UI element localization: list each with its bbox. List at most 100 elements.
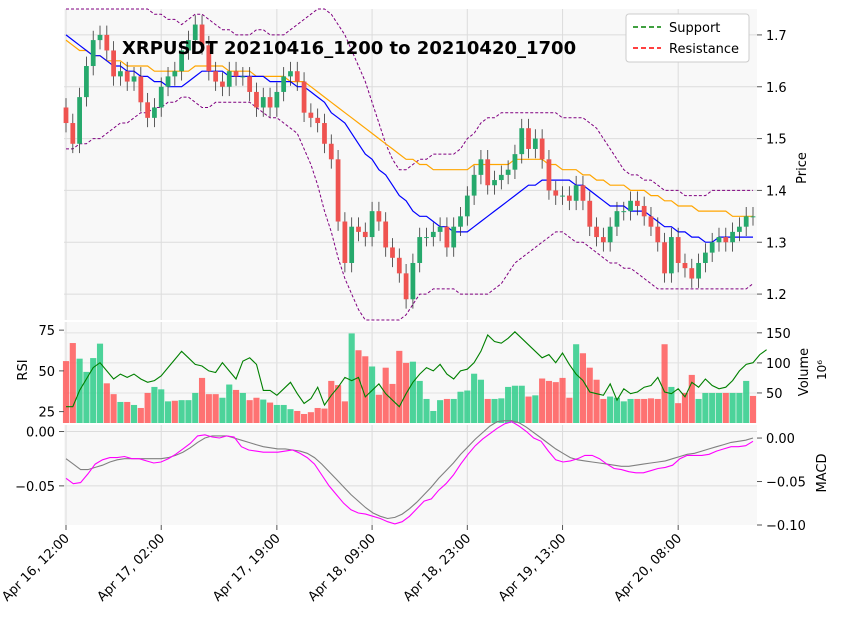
- volume-bar: [695, 398, 702, 423]
- candle-body: [104, 34, 110, 51]
- volume-bar: [607, 396, 614, 423]
- volume-bar: [321, 408, 328, 423]
- volume-bar: [586, 367, 593, 423]
- volume-bar: [130, 404, 138, 423]
- volume-bar: [294, 410, 301, 423]
- price-tick-label: 1.2: [766, 288, 787, 303]
- candle-body: [614, 211, 620, 227]
- macd-right-tick-label: −0.05: [766, 476, 806, 491]
- volume-bar: [641, 398, 648, 423]
- volume-bar: [709, 392, 716, 423]
- volume-bar: [144, 392, 151, 423]
- candle-body: [600, 237, 606, 243]
- candle-body: [696, 262, 701, 279]
- x-tick-label: Apr 18, 09:00: [305, 531, 378, 604]
- volume-bar: [743, 380, 750, 423]
- candle-body: [247, 76, 253, 92]
- volume-bar: [409, 361, 416, 423]
- candle-body: [111, 50, 116, 77]
- volume-bar: [103, 383, 110, 423]
- candle-body: [512, 154, 518, 170]
- candle-body: [682, 262, 688, 269]
- candle-body: [342, 221, 348, 263]
- candle-body: [703, 252, 708, 263]
- candle-body: [526, 128, 531, 149]
- bollinger-bands: [66, 8, 754, 321]
- volume-bar: [518, 385, 525, 423]
- candle-body: [301, 81, 307, 113]
- volume-bar: [668, 386, 675, 423]
- price-tick-label: 1.3: [766, 236, 787, 251]
- candle-body: [158, 86, 164, 108]
- volume-bar: [348, 333, 355, 423]
- volume-bar: [722, 392, 729, 423]
- volume-bar: [314, 407, 321, 423]
- volume-bar: [539, 378, 546, 423]
- volume-bar: [593, 379, 600, 423]
- volume-bar: [280, 404, 287, 423]
- candle-body: [63, 107, 69, 124]
- volume-bar: [545, 380, 553, 423]
- candle-body: [97, 34, 103, 41]
- candle-body: [288, 71, 293, 77]
- volume-bar: [185, 400, 192, 423]
- volume-bar: [634, 398, 641, 423]
- x-tick-label: Apr 19, 13:00: [496, 531, 569, 604]
- candle-body: [274, 91, 280, 108]
- volume-bar: [600, 398, 607, 423]
- legend: Support Resistance: [625, 13, 750, 63]
- volume-bar: [164, 401, 172, 423]
- volume-bar: [96, 343, 104, 423]
- candle-body: [70, 123, 76, 144]
- candle-body: [308, 112, 314, 118]
- candle-body: [410, 262, 416, 300]
- candle-body: [716, 237, 722, 243]
- candle-body: [485, 159, 491, 186]
- candle-body: [498, 174, 504, 181]
- volume-bar: [362, 356, 369, 423]
- volume-bar: [369, 366, 376, 423]
- volume-bar: [647, 398, 655, 423]
- volume-bar: [382, 367, 389, 423]
- x-tick-label: Apr 18, 23:00: [401, 531, 474, 604]
- candle-body: [464, 195, 470, 217]
- rsi-tick-label: 75: [38, 324, 55, 339]
- x-tick-label: Apr 16, 12:00: [0, 531, 73, 604]
- candle-body: [505, 169, 511, 175]
- price-tick-label: 1.6: [766, 81, 787, 96]
- volume-bar: [620, 401, 627, 423]
- candle-body: [77, 97, 82, 144]
- candle-body: [281, 76, 287, 92]
- candle-body: [607, 226, 613, 243]
- volume-bar: [416, 380, 423, 423]
- candle-body: [390, 247, 395, 258]
- rsi-tick-label: 25: [38, 406, 55, 421]
- candle-body: [131, 76, 137, 82]
- volume-bar: [192, 392, 199, 423]
- price-tick-label: 1.7: [766, 29, 787, 44]
- volume-bar: [498, 398, 505, 423]
- candle-body: [451, 226, 457, 248]
- candle-body: [383, 221, 389, 248]
- candle-body: [580, 185, 586, 201]
- candle-body: [546, 159, 552, 191]
- volume-tick-label: 50: [766, 387, 783, 402]
- volume-bar: [158, 389, 165, 423]
- candle-body: [689, 268, 695, 279]
- candle-body: [186, 40, 191, 51]
- candle-body: [662, 242, 667, 274]
- candle-body: [532, 138, 538, 149]
- candle-body: [553, 190, 559, 196]
- candle-body: [492, 180, 497, 186]
- volume-bar: [212, 394, 219, 423]
- candle-body: [458, 216, 463, 227]
- candle-body: [124, 71, 130, 82]
- volume-bar: [736, 392, 743, 423]
- candle-body: [138, 76, 144, 103]
- candle-body: [152, 107, 157, 118]
- candle-body: [743, 216, 749, 227]
- volume-bar: [375, 394, 382, 423]
- candle-body: [172, 71, 178, 77]
- candle-body: [539, 138, 545, 160]
- candle-body: [267, 97, 273, 108]
